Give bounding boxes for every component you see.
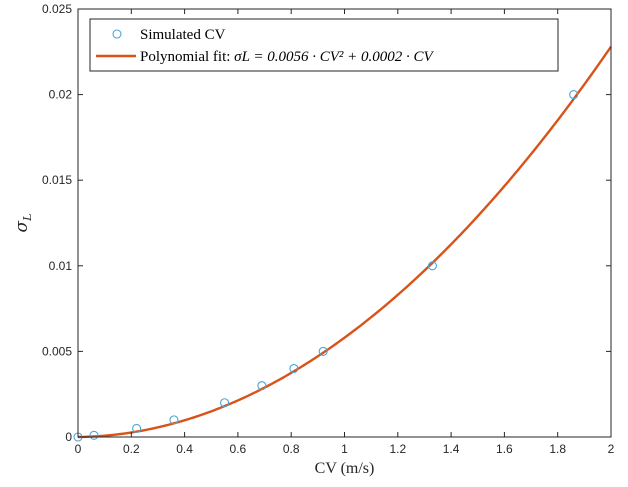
y-tick-label: 0.005 [42, 344, 72, 358]
x-tick-label: 0 [75, 442, 82, 456]
x-tick-label: 0.4 [176, 442, 193, 456]
x-tick-label: 1.4 [443, 442, 460, 456]
data-point [89, 430, 99, 440]
y-axis-label-sub: L [21, 214, 34, 222]
data-point [569, 90, 579, 100]
x-tick-label: 0.2 [123, 442, 140, 456]
x-tick-label: 2 [608, 442, 615, 456]
data-point [427, 261, 437, 271]
legend-label-simulated: Simulated CV [140, 27, 226, 43]
x-tick-label: 1.2 [389, 442, 406, 456]
y-tick-label: 0.02 [49, 88, 73, 102]
legend-label-fit-prefix: Polynomial fit: [140, 49, 234, 65]
data-point [318, 346, 328, 356]
y-tick-label: 0.025 [42, 2, 72, 16]
data-point [220, 398, 230, 408]
legend: Simulated CV Polynomial fit: σL = 0.0056… [89, 18, 559, 72]
x-tick-label: 0.6 [230, 442, 247, 456]
x-axis-label: CV (m/s) [315, 460, 375, 477]
y-tick-label: 0.015 [42, 173, 72, 187]
legend-marker-simulated [112, 29, 122, 39]
plot-background [78, 9, 611, 437]
tick-layer: 0 0.2 0.4 0.6 0.8 1 1.2 1.4 1.6 1.8 2 0 0.005 0.01 0.0… [42, 2, 615, 456]
legend-label-fit-formula: σL = 0.0056 · CV² + 0.0002 · CV [234, 49, 434, 65]
fit-line [77, 45, 612, 439]
data-point [289, 363, 299, 374]
x-tick-label: 0.8 [283, 442, 300, 456]
legend-label-fit: Polynomial fit: σL = 0.0056 · CV² + 0.00… [140, 49, 435, 65]
data-point [132, 423, 142, 433]
marker-layer [73, 90, 579, 442]
x-tick-label: 1.8 [549, 442, 566, 456]
y-tick-label: 0 [65, 430, 72, 444]
x-tick-label: 1.6 [496, 442, 513, 456]
y-axis-label: σL [12, 214, 34, 233]
data-point [169, 415, 179, 425]
y-tick-label: 0.01 [49, 259, 73, 273]
data-point [257, 381, 267, 391]
fit-layer [77, 45, 612, 439]
legend-box [89, 18, 559, 72]
x-tick-label: 1 [341, 442, 348, 456]
y-axis-label-main: σ [12, 220, 32, 232]
